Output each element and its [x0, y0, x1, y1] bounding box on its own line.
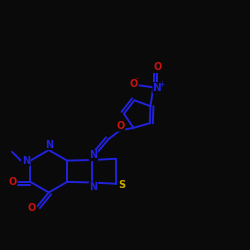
Text: +: +	[158, 80, 164, 89]
Text: N: N	[45, 140, 53, 149]
Text: ⁻: ⁻	[134, 76, 139, 84]
Text: N: N	[22, 156, 30, 166]
Text: N: N	[89, 182, 98, 192]
Text: O: O	[8, 177, 16, 187]
Text: O: O	[28, 203, 36, 213]
Text: N: N	[89, 150, 98, 160]
Text: O: O	[130, 79, 138, 89]
Text: O: O	[153, 62, 162, 72]
Text: N: N	[153, 83, 162, 93]
Text: S: S	[118, 180, 125, 190]
Text: O: O	[116, 121, 124, 131]
